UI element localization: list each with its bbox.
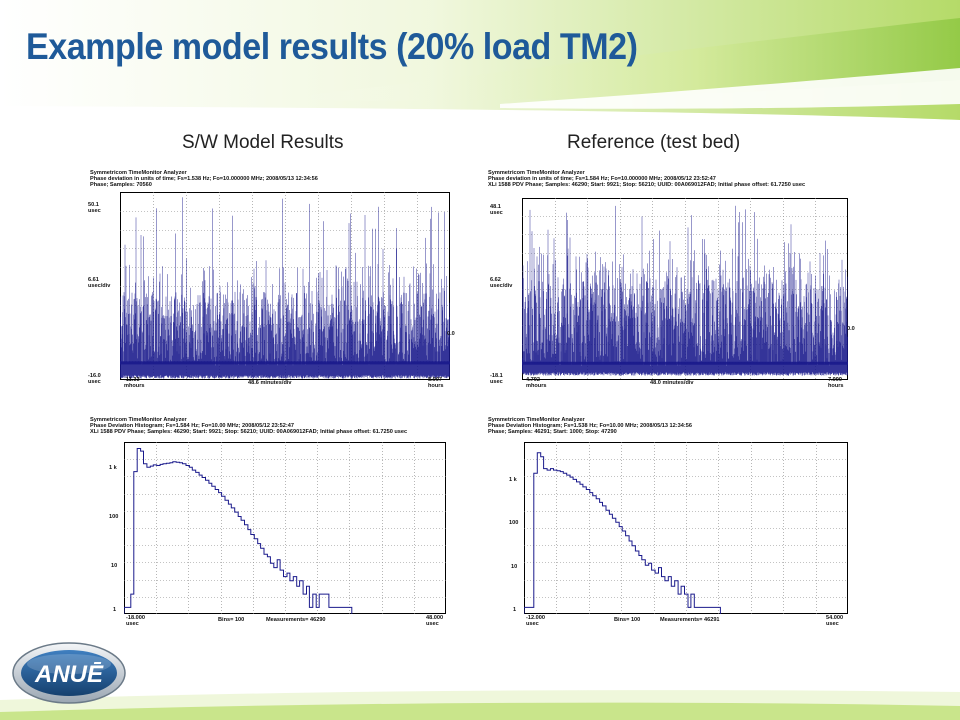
measurements-label: Measurements= 46291 [660,617,720,623]
slide-title: Example model results (20% load TM2) [26,26,638,67]
y-tick-label: 100 [509,520,519,526]
x-left-unit: usec [526,621,539,627]
phase-trace [522,205,848,376]
chart-header-line: Symmetricom TimeMonitor Analyzer [90,170,187,176]
model-histogram-chart: Symmetricom TimeMonitor Analyzer Phase D… [86,414,452,630]
y-top-label: 50.1 [88,202,99,208]
x-left-unit: mhours [526,383,547,389]
y-tick-label: 100 [109,514,119,520]
y-tick-label: 10 [511,564,518,570]
y-top-unit: usec [490,210,503,216]
y-top-label: 48.1 [490,204,501,210]
reference-histogram-chart: Symmetricom TimeMonitor Analyzer Phase D… [484,414,856,630]
zero-label: 0.0 [847,326,855,332]
chart-header-line: Phase Deviation Histogram; Fs=1.538 Hz; … [488,423,692,429]
x-mid-label: 48.0 minutes/div [650,380,694,386]
y-bottom-unit: usec [88,379,101,385]
bins-label: Bins= 100 [614,617,641,623]
x-right-label: 7.999 [828,377,842,383]
caption-left: S/W Model Results [182,132,344,153]
x-left-label: -12.000 [526,615,545,621]
measurements-label: Measurements= 46290 [266,617,326,623]
y-bottom-unit: usec [490,379,503,385]
chart-header-line: Symmetricom TimeMonitor Analyzer [90,417,187,423]
x-left-unit: mhours [124,383,145,389]
y-bottom-label: -18.1 [490,373,503,379]
histogram-trace [524,452,721,614]
y-mid-unit: usec/div [490,283,513,289]
caption-right: Reference (test bed) [567,132,741,153]
chart-header-line: Phase; Samples: 70560 [90,182,152,188]
logo-text: ANUĒ [34,661,104,688]
y-tick-label: 10 [111,563,118,569]
plot-frame [524,442,848,614]
x-left-label: 4.792 [526,377,540,383]
zero-label: 0.0 [447,331,455,337]
x-right-label: 48.000 [426,615,444,621]
x-right-label: 8.007 [428,377,442,383]
histogram-plot [524,442,848,614]
chart-header-line: Phase deviation in units of time; Fs=1.5… [90,176,318,182]
plot-frame [124,442,446,614]
x-right-unit: usec [426,621,439,627]
y-tick-label: 1 k [109,465,117,471]
y-tick-label: 1 [113,607,117,613]
x-right-unit: hours [828,383,844,389]
y-tick-label: 1 [513,607,517,613]
chart-header-line: Phase Deviation Histogram; Fs=1.584 Hz; … [90,423,294,429]
y-mid-label: 6.61 [88,277,99,283]
y-bottom-label: -16.0 [88,373,101,379]
x-left-unit: usec [126,621,139,627]
histogram-trace [124,448,353,614]
y-tick-label: 1 k [509,477,517,483]
x-right-label: 54.000 [826,615,844,621]
anue-logo: ANUĒ [12,642,126,704]
chart-header-line: Symmetricom TimeMonitor Analyzer [488,417,585,423]
histogram-plot [124,442,446,614]
chart-header-line: XLi 1588 PDV Phase; Samples: 46290; Star… [488,182,806,188]
chart-header-line: Phase deviation in units of time; Fs=1.5… [488,176,716,182]
chart-header-line: XLi 1588 PDV Phase; Samples: 46290; Star… [90,429,408,435]
phase-trace [120,197,450,379]
x-right-unit: usec [826,621,839,627]
model-phase-chart: Symmetricom TimeMonitor Analyzer Phase d… [86,166,460,398]
y-mid-label: 6.62 [490,277,501,283]
bins-label: Bins= 100 [218,617,245,623]
phase-plot [120,192,450,380]
x-mid-label: 48.6 minutes/div [248,380,292,386]
y-top-unit: usec [88,208,101,214]
y-mid-unit: usec/div [88,283,111,289]
x-left-label: -18.000 [126,615,145,621]
chart-header-line: Symmetricom TimeMonitor Analyzer [488,170,585,176]
x-left-label: -11.33 [124,377,140,383]
chart-header-line: Phase; Samples: 46291; Start: 1000; Stop… [488,429,617,435]
x-right-unit: hours [428,383,444,389]
reference-phase-chart: Symmetricom TimeMonitor Analyzer Phase d… [484,166,858,398]
phase-plot [522,198,848,380]
